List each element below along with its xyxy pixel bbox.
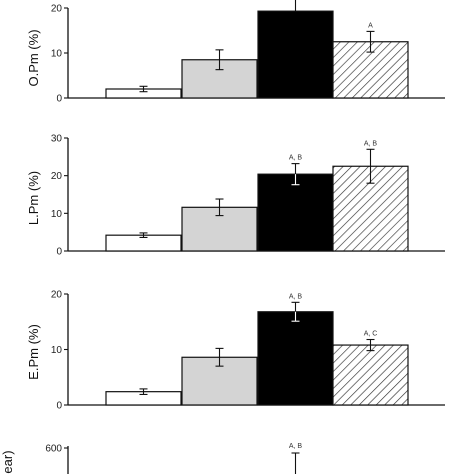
e-pm-bar-4 <box>332 344 409 406</box>
l-pm-annotation-3: A, B <box>289 155 303 162</box>
panel-e-pm: 0 10 20 A, B A, C E.Pm (%) <box>26 290 445 412</box>
panel-l-pm-marks: 0 10 20 30 A, B A, B <box>51 134 445 258</box>
panel-l-pm: 0 10 20 30 A, B A, B L.Pm (%) <box>26 134 445 258</box>
panel-e-pm-ylabel: E.Pm (%) <box>26 324 41 380</box>
panel-4-ylabel: ear) <box>0 450 15 473</box>
l-pm-ytick-label: 20 <box>51 171 63 182</box>
o-pm-ytick-label: 10 <box>51 49 63 60</box>
o-pm-annotation-4: A <box>368 22 373 29</box>
panel-o-pm-ylabel: O.Pm (%) <box>26 29 41 86</box>
e-pm-annotation-4: A, C <box>364 331 378 338</box>
p4-ytick-label: 600 <box>45 444 62 455</box>
panel-e-pm-marks: 0 10 20 A, B A, C <box>51 290 445 412</box>
panel-l-pm-ylabel: L.Pm (%) <box>26 171 41 225</box>
o-pm-ytick-label: 0 <box>56 94 62 105</box>
l-pm-ytick-label: 0 <box>56 247 62 258</box>
l-pm-bar-3 <box>257 173 334 252</box>
e-pm-annotation-3: A, B <box>289 293 303 300</box>
e-pm-ytick-label: 0 <box>56 401 62 412</box>
l-pm-bar-2 <box>181 206 258 252</box>
e-pm-bar-3 <box>257 311 334 406</box>
p4-annotation-3: A, B <box>289 443 303 450</box>
o-pm-ytick-label: 20 <box>51 4 63 15</box>
e-pm-ytick-label: 10 <box>51 345 63 356</box>
l-pm-annotation-4: A, B <box>364 140 378 147</box>
e-pm-ytick-label: 20 <box>51 290 63 301</box>
panel-o-pm: 0 10 20 A O.Pm (%) <box>26 0 445 105</box>
l-pm-ytick-label: 10 <box>51 209 63 220</box>
panel-4-marks: 600 A, B <box>45 443 302 474</box>
o-pm-bar-3 <box>257 10 334 99</box>
panel-4: 600 A, B ear) <box>0 443 302 474</box>
panel-o-pm-marks: 0 10 20 A <box>51 0 445 105</box>
l-pm-ytick-label: 30 <box>51 134 63 145</box>
